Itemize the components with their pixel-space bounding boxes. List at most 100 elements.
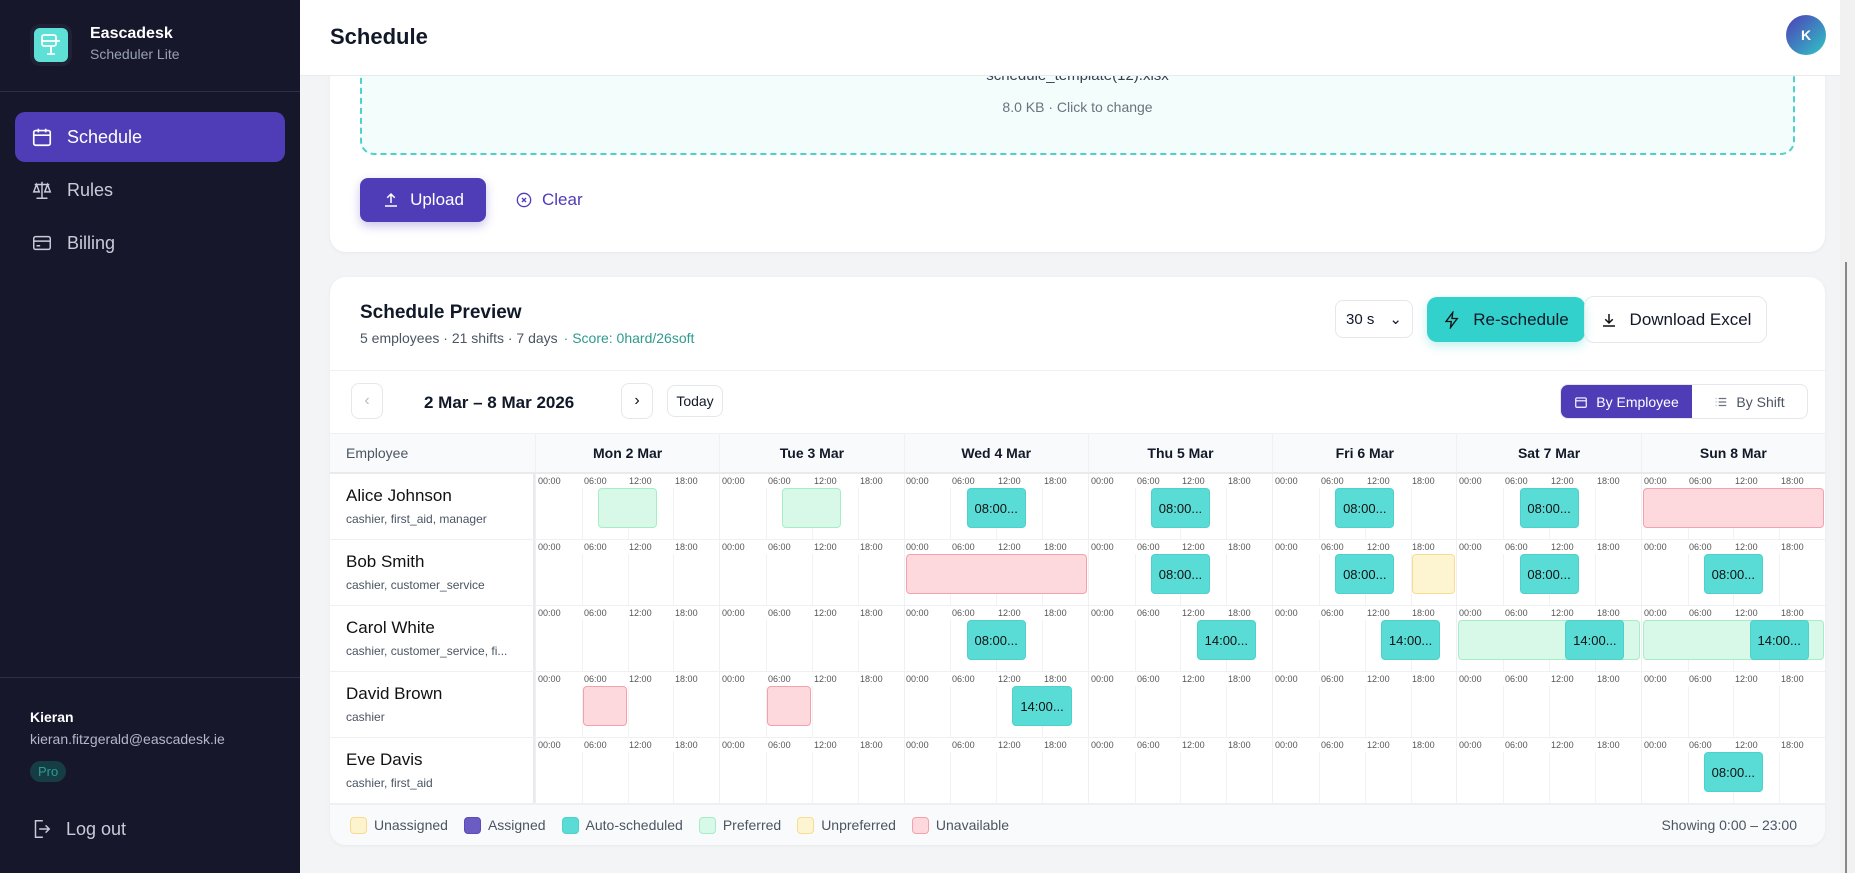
day-cell[interactable]: 00:00 06:00 12:00 18:00 08:00...: [1640, 738, 1825, 803]
day-cell[interactable]: 00:00 06:00 12:00 18:00: [535, 540, 719, 605]
day-cell[interactable]: 00:00 06:00 12:00 18:00 08:00...: [1272, 540, 1456, 605]
sidebar-item-schedule[interactable]: Schedule: [15, 112, 285, 162]
auto-shift-block[interactable]: 08:00...: [1150, 554, 1211, 594]
day-cell[interactable]: 00:00 06:00 12:00 18:00 08:00...: [1272, 474, 1456, 539]
grid-line: [581, 554, 583, 605]
day-cell[interactable]: 00:00 06:00 12:00 18:00 14:00...: [903, 672, 1088, 737]
day-cell[interactable]: 00:00 06:00 12:00 18:00: [719, 474, 903, 539]
scrollbar-thumb[interactable]: [1845, 262, 1847, 873]
day-cell[interactable]: 00:00 06:00 12:00 18:00 08:00...: [1640, 540, 1825, 605]
day-cell[interactable]: 00:00 06:00 12:00 18:00: [1272, 672, 1456, 737]
auto-shift-block[interactable]: 08:00...: [1519, 488, 1579, 528]
today-button[interactable]: Today: [667, 385, 723, 417]
reschedule-button[interactable]: Re-schedule: [1427, 297, 1585, 342]
day-cell[interactable]: 00:00 06:00 12:00 18:00 14:00...: [1640, 606, 1825, 671]
day-cell[interactable]: 00:00 06:00 12:00 18:00: [903, 738, 1088, 803]
day-cell[interactable]: 00:00 06:00 12:00 18:00 14:00...: [1087, 606, 1272, 671]
sidebar-item-rules[interactable]: Rules: [15, 165, 285, 215]
auto-shift-block[interactable]: 08:00...: [1335, 554, 1395, 594]
grid-line: [1594, 752, 1596, 803]
time-tick: 12:00: [1182, 476, 1205, 487]
scrollbar[interactable]: [1840, 0, 1855, 873]
auto-shift-block[interactable]: 08:00...: [1519, 554, 1579, 594]
day-cell[interactable]: 00:00 06:00 12:00 18:00 08:00...: [1456, 474, 1640, 539]
time-tick: 12:00: [1366, 608, 1390, 619]
time-tick: 12:00: [1182, 608, 1205, 619]
day-cell[interactable]: 00:00 06:00 12:00 18:00: [719, 672, 903, 737]
grid-line: [1503, 752, 1505, 803]
upload-button[interactable]: Upload: [360, 178, 486, 222]
time-tick: 06:00: [767, 740, 791, 751]
day-cell[interactable]: 00:00 06:00 12:00 18:00: [535, 738, 719, 803]
day-cell[interactable]: 00:00 06:00 12:00 18:00 14:00...: [1456, 606, 1640, 671]
download-excel-button[interactable]: Download Excel: [1584, 296, 1767, 343]
brand-name: Eascadesk: [90, 25, 173, 42]
auto-shift-block[interactable]: 14:00...: [1012, 686, 1072, 726]
time-tick: 12:00: [1366, 476, 1390, 487]
auto-shift-block[interactable]: 14:00...: [1381, 620, 1441, 660]
day-cell[interactable]: 00:00 06:00 12:00 18:00 08:00...: [1087, 474, 1272, 539]
day-cell[interactable]: 00:00 06:00 12:00 18:00: [1272, 738, 1456, 803]
day-cell[interactable]: 00:00 06:00 12:00 18:00: [1087, 672, 1272, 737]
day-cell[interactable]: 00:00 06:00 12:00 18:00: [1456, 738, 1640, 803]
time-tick: 06:00: [583, 674, 607, 685]
day-header: Thu 5 Mar: [1087, 434, 1272, 472]
day-cell[interactable]: 00:00 06:00 12:00 18:00: [535, 606, 719, 671]
grid-line: [1042, 620, 1044, 671]
auto-shift-block[interactable]: 14:00...: [1565, 620, 1625, 660]
time-tick: 06:00: [1320, 674, 1344, 685]
clear-button[interactable]: Clear: [516, 178, 583, 222]
time-tick: 12:00: [629, 542, 653, 553]
auto-shift-block[interactable]: 08:00...: [966, 620, 1026, 660]
day-cell[interactable]: 00:00 06:00 12:00 18:00 08:00...: [903, 606, 1088, 671]
time-tick: 18:00: [1781, 476, 1804, 487]
time-limit-select[interactable]: 30 s ⌄: [1335, 300, 1413, 338]
day-cell[interactable]: 00:00 06:00 12:00 18:00: [1456, 672, 1640, 737]
day-cell[interactable]: 00:00 06:00 12:00 18:00: [903, 540, 1088, 605]
unavailable-shift-block[interactable]: [582, 686, 627, 726]
day-cell[interactable]: 00:00 06:00 12:00 18:00: [535, 474, 719, 539]
day-cell[interactable]: 00:00 06:00 12:00 18:00: [719, 738, 903, 803]
day-cell[interactable]: 00:00 06:00 12:00 18:00 08:00...: [1087, 540, 1272, 605]
auto-shift-block[interactable]: 08:00...: [966, 488, 1026, 528]
time-tick: 18:00: [1412, 740, 1436, 751]
sidebar-item-billing[interactable]: Billing: [15, 218, 285, 268]
time-tick: 00:00: [1090, 674, 1114, 685]
auto-shift-block[interactable]: 14:00...: [1749, 620, 1809, 660]
auto-shift-block[interactable]: 08:00...: [1703, 752, 1763, 792]
score-text: · Score: 0hard/26soft: [563, 330, 695, 346]
user-name: Kieran: [30, 709, 74, 725]
day-cell[interactable]: 00:00 06:00 12:00 18:00: [1640, 672, 1825, 737]
day-cell[interactable]: 00:00 06:00 12:00 18:00: [535, 672, 719, 737]
day-cell[interactable]: 00:00 06:00 12:00 18:00: [1087, 738, 1272, 803]
time-tick: 12:00: [1735, 476, 1758, 487]
logout-button[interactable]: Log out: [30, 818, 126, 840]
day-cell[interactable]: 00:00 06:00 12:00 18:00 08:00...: [1456, 540, 1640, 605]
day-cell[interactable]: 00:00 06:00 12:00 18:00 14:00...: [1272, 606, 1456, 671]
next-week-button[interactable]: ›: [621, 383, 653, 419]
day-cell[interactable]: 00:00 06:00 12:00 18:00 08:00...: [903, 474, 1088, 539]
grid-line: [1042, 752, 1044, 803]
preferred-shift-block[interactable]: [782, 488, 842, 528]
by-shift-tab[interactable]: By Shift: [1692, 385, 1807, 418]
unpreferred-shift-block[interactable]: [1411, 554, 1456, 594]
avatar[interactable]: K: [1786, 15, 1826, 55]
auto-shift-block[interactable]: 08:00...: [1335, 488, 1395, 528]
auto-shift-block[interactable]: 08:00...: [1703, 554, 1763, 594]
day-cell[interactable]: 00:00 06:00 12:00 18:00: [719, 540, 903, 605]
auto-shift-block[interactable]: 14:00...: [1196, 620, 1256, 660]
unavailable-shift-block[interactable]: [1642, 488, 1824, 528]
day-cell[interactable]: 00:00 06:00 12:00 18:00: [719, 606, 903, 671]
by-employee-tab[interactable]: By Employee: [1561, 385, 1692, 418]
time-tick: 18:00: [1412, 476, 1436, 487]
prev-week-button[interactable]: ‹: [351, 383, 383, 419]
unavailable-shift-block[interactable]: [905, 554, 1087, 594]
auto-shift-block[interactable]: 08:00...: [1150, 488, 1211, 528]
brand-subtitle: Scheduler Lite: [90, 46, 180, 62]
time-tick: 12:00: [813, 476, 837, 487]
grid-line: [857, 620, 859, 671]
day-cell[interactable]: 00:00 06:00 12:00 18:00: [1640, 474, 1825, 539]
unavailable-shift-block[interactable]: [767, 686, 811, 726]
preferred-shift-block[interactable]: [598, 488, 658, 528]
calendar-icon: [32, 128, 52, 147]
